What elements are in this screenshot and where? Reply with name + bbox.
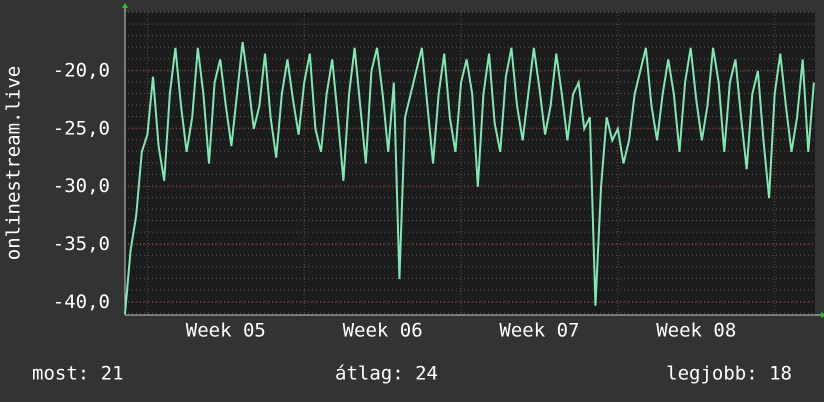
y-tick-label: -25,0 (53, 117, 110, 139)
y-axis-label: onlinestream.live (3, 66, 25, 260)
y-tick-label: -20,0 (53, 59, 110, 81)
axis-arrow (122, 3, 128, 8)
footer-best: legjobb: 18 (666, 363, 792, 385)
footer-average: átlag: 24 (335, 363, 438, 385)
y-tick-label: -35,0 (53, 233, 110, 255)
x-tick-label: Week 07 (499, 320, 579, 342)
y-tick-label: -30,0 (53, 175, 110, 197)
x-tick-label: Week 05 (186, 320, 266, 342)
x-tick-label: Week 06 (343, 320, 423, 342)
x-tick-label: Week 08 (656, 320, 736, 342)
footer-current: most: 21 (32, 363, 124, 385)
data-line (124, 41, 815, 314)
axis-arrow (821, 312, 824, 318)
y-tick-label: -40,0 (53, 291, 110, 313)
